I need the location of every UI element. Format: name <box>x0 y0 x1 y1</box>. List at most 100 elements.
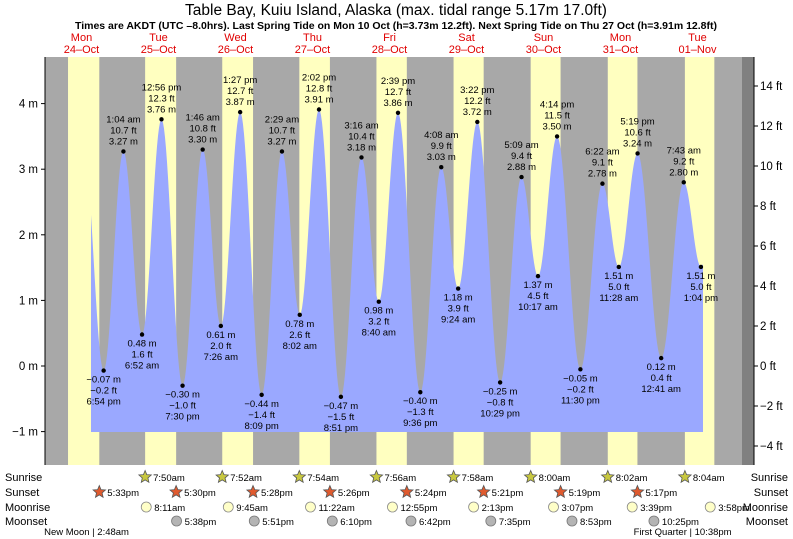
tide-ft-label: −1.4 ft <box>248 410 275 421</box>
moonset-time: 10:25pm <box>662 517 699 528</box>
sunset-row-label-right: Sunset <box>754 487 788 499</box>
sunrise-row-label-right: Sunrise <box>751 472 788 484</box>
moon-phase-note: First Quarter | 10:38pm <box>634 527 732 538</box>
tide-point <box>418 390 423 395</box>
day-name-label: Mon <box>71 32 92 44</box>
right-tick-label: 2 ft <box>760 321 777 333</box>
tide-m-label: −0.25 m <box>483 386 518 397</box>
tide-time-label: 5:09 am <box>504 140 538 151</box>
chart-subtitle: Times are AKDT (UTC –8.0hrs). Last Sprin… <box>75 20 717 32</box>
tide-time-label: 2:29 am <box>265 114 299 125</box>
day-date-label: 26–Oct <box>218 44 253 56</box>
day-name-label: Tue <box>688 32 707 44</box>
sunset-star-icon <box>245 484 261 499</box>
tide-time-label: 1:27 pm <box>223 75 257 86</box>
tide-point <box>279 149 285 154</box>
right-tick-label: 12 ft <box>760 121 783 133</box>
tide-m-label: 1.37 m <box>523 280 552 291</box>
tide-time-label: 8:51 pm <box>324 423 358 434</box>
tide-time-label: 1:46 am <box>186 113 220 124</box>
tide-m-label: −0.40 m <box>403 396 438 407</box>
tide-point <box>395 110 401 115</box>
moonset-time: 6:42pm <box>419 517 451 528</box>
tide-ft-label: 11.5 ft <box>544 110 570 121</box>
moonrise-time: 3:39pm <box>640 503 672 514</box>
tide-ft-label: 0.4 ft <box>651 373 672 384</box>
tide-m-label: 2.88 m <box>507 162 536 173</box>
sunset-time: 5:19pm <box>569 488 601 499</box>
tide-m-label: 3.87 m <box>226 97 255 108</box>
tide-point <box>698 264 704 270</box>
tide-point <box>121 149 126 154</box>
moonset-icon <box>326 515 338 527</box>
tide-point <box>497 380 503 385</box>
sunrise-time: 8:04am <box>693 473 725 484</box>
tide-time-label: 5:19 pm <box>620 116 654 127</box>
tide-m-label: 1.51 m <box>686 271 715 282</box>
sunset-star-icon <box>476 484 491 499</box>
moonrise-time: 3:58pm <box>718 503 750 514</box>
tide-point <box>237 109 243 115</box>
tide-time-label: 10:29 pm <box>480 408 520 419</box>
sunset-star-icon <box>553 484 568 499</box>
sunset-time: 5:33pm <box>107 488 139 499</box>
sunset-row-label-left: Sunset <box>5 487 39 499</box>
day-date-label: 25–Oct <box>141 44 176 56</box>
moonset-time: 6:10pm <box>340 517 372 528</box>
sunrise-time: 8:00am <box>539 473 571 484</box>
moonset-icon <box>405 515 417 527</box>
tide-m-label: 3.91 m <box>304 95 333 106</box>
tide-time-label: 4:08 am <box>424 130 458 141</box>
sunrise-time: 8:02am <box>616 473 648 484</box>
day-date-label: 27–Oct <box>295 44 330 56</box>
moonrise-time: 3:07pm <box>562 503 594 514</box>
tide-ft-label: 10.7 ft <box>269 125 296 136</box>
tide-ft-label: 1.6 ft <box>131 350 152 361</box>
left-tick-label: 0 m <box>19 361 38 373</box>
tide-time-label: 7:30 pm <box>165 412 199 423</box>
moonrise-icon <box>140 501 152 513</box>
tide-ft-label: 2.0 ft <box>210 341 231 352</box>
tide-m-label: 3.27 m <box>109 136 138 147</box>
tide-point <box>681 180 686 185</box>
moonrise-time: 12:55pm <box>400 503 437 514</box>
sunrise-time: 7:56am <box>384 473 416 484</box>
tide-m-label: 2.78 m <box>588 169 617 180</box>
moonset-icon <box>566 515 578 527</box>
day-date-label: 24–Oct <box>64 44 99 56</box>
tide-point <box>218 323 224 329</box>
moonset-icon <box>248 515 260 527</box>
tide-time-label: 8:40 am <box>362 328 396 339</box>
tide-point <box>359 155 364 160</box>
tide-curve-layer <box>91 109 703 432</box>
tide-ft-label: 5.0 ft <box>690 282 711 293</box>
sunset-star-icon <box>399 484 414 499</box>
day-date-label: 28–Oct <box>372 44 407 56</box>
tide-point <box>101 368 106 373</box>
moonrise-icon <box>468 501 480 513</box>
right-axis-band <box>742 57 754 465</box>
moonset-row-label-left: Moonset <box>5 516 47 528</box>
axis-ticks: −1 m 0 m 1 m 2 m 3 m 4 m −4 ft −2 ft 0 ft 2 ft 4 f… <box>12 81 783 453</box>
tide-point <box>455 286 461 291</box>
right-tick-label: −4 ft <box>760 441 784 453</box>
tide-point <box>376 299 382 304</box>
tide-ft-label: 12.7 ft <box>227 86 254 97</box>
tide-time-label: 7:26 am <box>204 352 238 363</box>
day-name-label: Wed <box>224 32 246 44</box>
tide-time-label: 6:52 am <box>125 361 159 372</box>
day-name-label: Thu <box>303 32 322 44</box>
sunset-time: 5:24pm <box>415 488 447 499</box>
tide-time-label: 6:54 pm <box>86 397 120 408</box>
tide-curve <box>91 109 703 432</box>
tide-ft-label: 9.2 ft <box>673 156 694 167</box>
tide-ft-label: 9.4 ft <box>511 151 532 162</box>
right-tick-label: 14 ft <box>760 81 783 93</box>
day-date-label: 01–Nov <box>679 44 717 56</box>
tide-time-label: 10:17 am <box>518 302 558 313</box>
moonrise-icon <box>704 501 716 513</box>
day-name-label: Sat <box>458 32 475 44</box>
tide-ft-label: 12.2 ft <box>464 96 491 107</box>
tide-m-label: 1.18 m <box>444 293 473 304</box>
